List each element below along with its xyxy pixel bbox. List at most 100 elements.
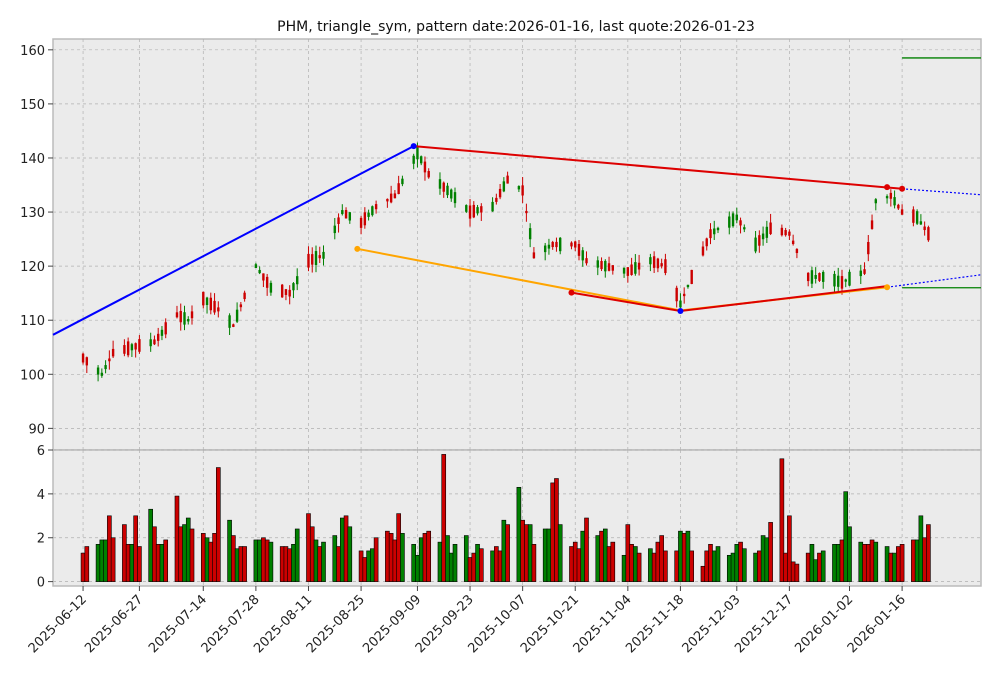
candle-body [660,263,663,267]
candle-body [837,275,840,287]
candle-body [284,289,288,295]
candle-body [85,357,89,366]
candle-body [848,271,851,286]
candle-body [731,213,735,227]
volume-bar [129,544,135,582]
volume-bar [133,515,138,582]
volume-bar [681,533,687,582]
candle-body [743,227,746,230]
volume-bar [835,544,841,582]
candle-body [442,182,445,192]
candle-body [322,251,325,259]
volume-bar [892,552,897,582]
candle-body [341,210,344,215]
volume-bar [599,530,604,582]
candle-body [818,272,821,281]
candle-body [111,348,115,357]
volume-bar [636,552,642,582]
candle-body [897,204,900,209]
volume-bar [516,486,522,582]
candle-body [389,193,393,203]
candle-body [239,304,243,308]
candle-body [419,156,423,164]
volume-bar [753,552,758,582]
volume-bar [809,544,815,582]
candle-body [153,339,156,345]
candle-body [100,372,104,376]
candle-body [202,291,205,306]
volume-bar [388,533,394,582]
volume-bar [633,546,638,582]
volume-bar [392,539,398,582]
candle-body [517,186,521,190]
volume-bar [306,513,311,582]
candle-body [709,229,712,239]
candle-body [701,246,705,256]
volume-bar [208,541,214,582]
volume-bar [550,482,555,582]
candle-body [374,204,378,210]
candle-body [367,212,370,217]
candle-body [371,206,374,216]
candle-body [126,341,130,356]
volume-bar [757,550,762,582]
volume-bar [689,550,695,582]
volume-bar [896,546,901,582]
candle-body [134,343,137,350]
volume-bar [253,539,259,582]
candle-body [765,226,769,238]
volume-bar [847,526,852,582]
candle-body [532,252,536,259]
volume-bar [95,544,101,582]
candle-body [393,193,397,199]
volume-bar [674,550,679,582]
candle-body [450,189,453,199]
volume-tick-label: 4 [37,488,45,503]
volume-bar [238,546,244,582]
candle-body [604,260,607,272]
volume-bar [580,530,586,582]
volume-bar [764,537,770,582]
volume-bar [490,550,495,582]
candle-body [123,345,126,354]
volume-bar [366,550,371,582]
candle-body [81,353,85,363]
candle-body [543,245,547,253]
volume-bar [606,546,612,582]
candle-body [652,256,656,268]
volume-tick-label: 6 [37,444,45,459]
candle-body [292,283,295,291]
candle-body [607,263,611,271]
candle-body [810,270,814,284]
volume-bar [817,552,822,582]
volume-bar [411,544,416,582]
volume-bar [569,546,574,582]
volume-bar [234,548,240,582]
volume-bar [557,524,563,582]
candle-body [649,257,652,265]
volume-bar [820,550,826,582]
volume-bar [279,546,285,582]
pivot-marker [568,289,575,296]
candle-body [758,235,761,246]
y-tick-label: 150 [20,98,45,113]
volume-bar [648,548,653,582]
candle-body [900,209,904,215]
volume-bar [685,530,691,582]
candle-body [465,205,468,212]
candle-body [258,269,261,274]
volume-bar [426,530,432,582]
candle-body [235,309,239,322]
volume-bar [189,528,195,582]
candle-body [874,199,878,204]
volume-bar [321,541,326,582]
candle-body [265,276,269,288]
candle-body [453,192,457,204]
candle-body [228,315,231,328]
volume-bar [370,548,375,582]
candle-body [664,259,667,274]
volume-bar [80,552,86,582]
volume-bar [501,519,507,582]
volume-bar [463,535,469,582]
